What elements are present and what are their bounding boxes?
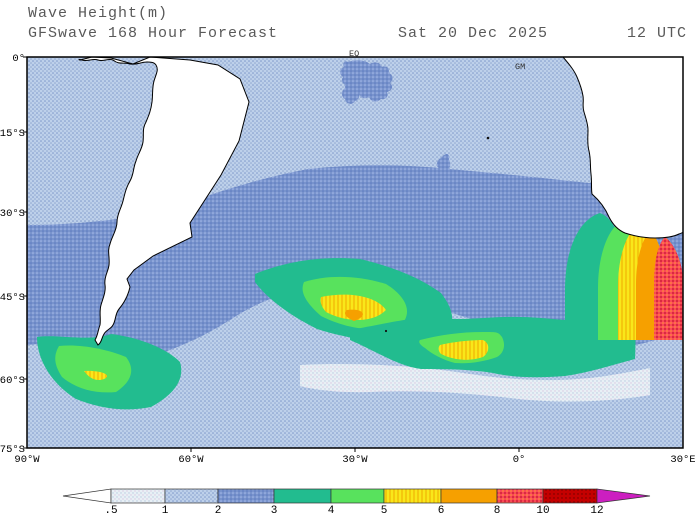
svg-text:8: 8 (494, 505, 501, 517)
svg-text:3: 3 (271, 505, 278, 517)
svg-text:.5: .5 (104, 505, 117, 517)
svg-text:12: 12 (590, 505, 603, 517)
svg-text:GFSwave 168 Hour Forecast: GFSwave 168 Hour Forecast (28, 25, 278, 42)
svg-text:Sat 20 Dec 2025: Sat 20 Dec 2025 (398, 25, 548, 42)
svg-text:30°W: 30°W (342, 454, 368, 466)
svg-text:15°S: 15°S (0, 128, 25, 140)
svg-text:GM: GM (515, 62, 525, 72)
svg-text:1: 1 (162, 505, 169, 517)
svg-text:60°W: 60°W (178, 454, 204, 466)
svg-text:6: 6 (438, 505, 445, 517)
svg-text:10: 10 (536, 505, 549, 517)
svg-text:30°E: 30°E (670, 454, 695, 466)
svg-text:12 UTC: 12 UTC (627, 25, 687, 42)
svg-text:5: 5 (381, 505, 388, 517)
svg-text:60°S: 60°S (0, 375, 25, 387)
svg-text:0°: 0° (12, 53, 25, 65)
svg-text:30°S: 30°S (0, 208, 25, 220)
svg-text:2: 2 (215, 505, 222, 517)
svg-text:4: 4 (328, 505, 335, 517)
svg-text:45°S: 45°S (0, 292, 25, 304)
svg-text:Wave Height(m): Wave Height(m) (28, 5, 168, 22)
svg-text:90°W: 90°W (14, 454, 40, 466)
svg-text:0°: 0° (513, 454, 526, 466)
